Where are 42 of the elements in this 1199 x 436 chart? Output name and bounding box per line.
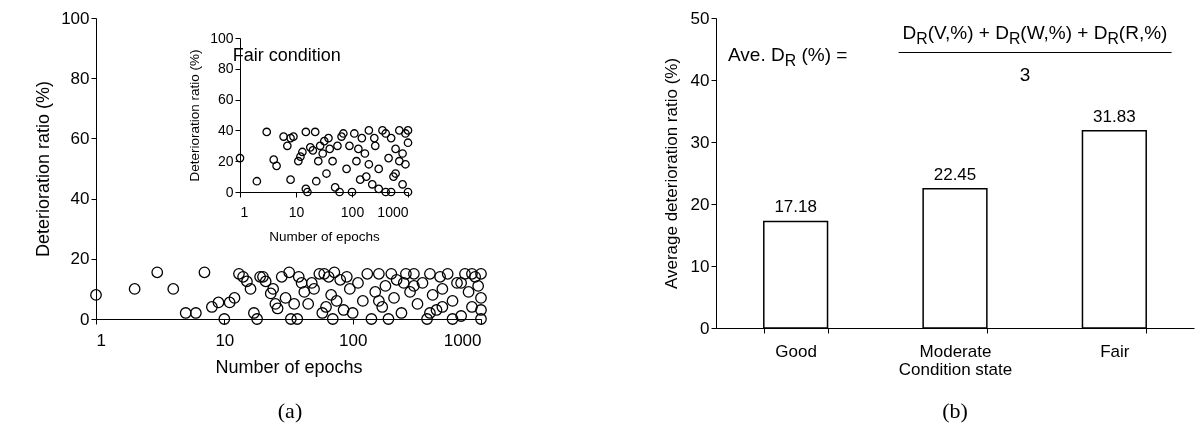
y-tick-label: 20 (70, 249, 90, 269)
x-tick-label: 1 (96, 330, 106, 350)
data-label: 17.18 (774, 197, 817, 217)
y-axis-title: Deterioration ratio (%) (33, 80, 54, 258)
text: (a) (277, 398, 303, 424)
x-tick-label: 100 (340, 203, 365, 220)
y-tick-label: 10 (690, 256, 710, 276)
x-axis-title: Condition state (898, 359, 1013, 379)
y-tick-label: 40 (217, 121, 234, 138)
y-tick-label: 20 (217, 152, 234, 169)
y-tick-label: 50 (690, 8, 710, 28)
y-tick-label: 20 (690, 194, 710, 214)
y-tick-label: 0 (225, 183, 234, 200)
y-tick-label: 100 (210, 29, 234, 46)
x-tick-label: 1000 (443, 330, 482, 350)
annotation: 3 (1019, 64, 1031, 86)
y-axis-title: Average deterioration ratio (%) (661, 57, 681, 290)
x-axis-title: Number of epochs (269, 228, 380, 244)
x-tick-label: Moderate (919, 341, 992, 361)
y-tick-label: 40 (70, 189, 90, 209)
y-tick-label: 0 (80, 309, 90, 329)
data-label: 22.45 (933, 164, 977, 184)
x-tick-label: Good (775, 341, 817, 361)
annotation: D$_{R}$(V,%) + D$_{R}$(W,%) + D$_{R}$(R,%) (898, 22, 1172, 53)
y-tick-label: 60 (70, 128, 90, 148)
annotation: Ave. D$_{R}$ (%) = (728, 44, 848, 70)
y-tick-label: 80 (70, 68, 90, 88)
x-axis-title: Number of epochs (215, 356, 363, 377)
x-tick-label: 10 (288, 203, 305, 220)
x-tick-label: 1 (240, 203, 249, 220)
y-tick-label: 60 (217, 91, 234, 108)
y-tick-label: 100 (61, 8, 90, 28)
y-tick-label: 0 (700, 318, 710, 338)
y-tick-label: 30 (690, 132, 710, 152)
y-tick-label: 40 (690, 70, 710, 90)
data-label: 31.83 (1093, 106, 1136, 126)
x-tick-label: 100 (338, 330, 368, 350)
y-axis-title: Deterioration ratio (%) (187, 49, 203, 182)
x-tick-label: Fair (1100, 341, 1130, 361)
text: (b) (942, 398, 968, 424)
x-tick-label: 1000 (377, 203, 409, 220)
y-tick-label: 80 (217, 60, 234, 77)
